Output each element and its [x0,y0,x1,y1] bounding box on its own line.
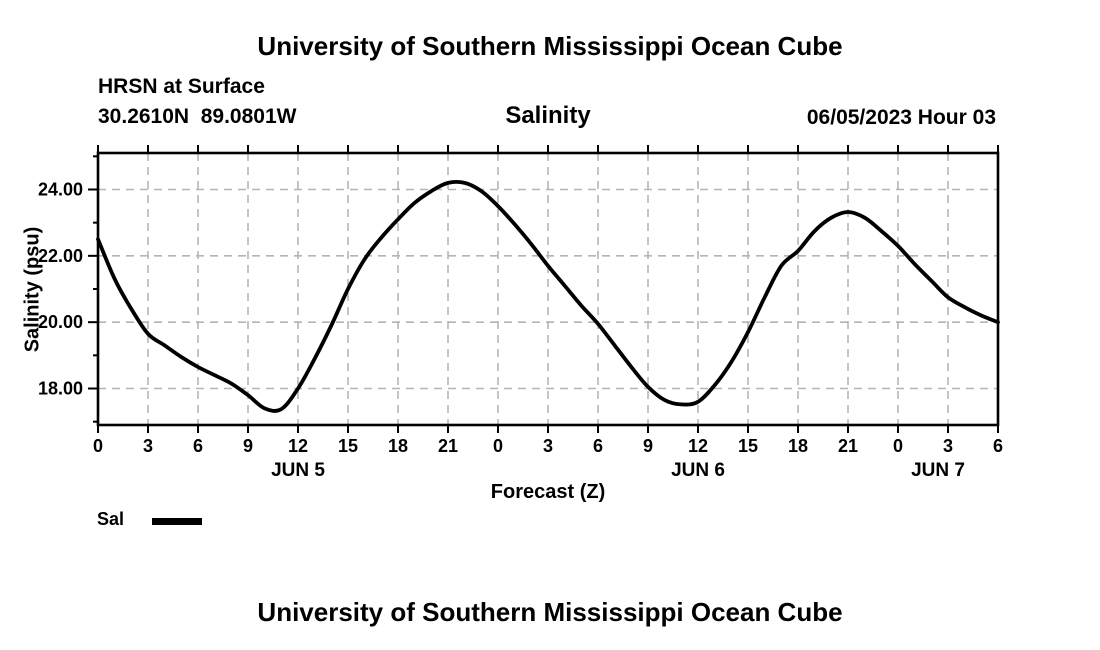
run-datetime-label: 06/05/2023 Hour 03 [806,106,996,129]
x-tick-label: 18 [788,436,808,456]
station-label: HRSN at Surface [98,75,265,98]
x-tick-label: 9 [643,436,653,456]
x-tick-label: 6 [193,436,203,456]
x-tick-label: 0 [893,436,903,456]
x-tick-label: 3 [943,436,953,456]
y-tick-label: 20.00 [38,312,83,332]
grid-lines [98,153,998,425]
x-tick-label: 15 [738,436,758,456]
x-tick-label: 0 [93,436,103,456]
date-label: JUN 6 [671,460,725,481]
chart-variable-title: Salinity [505,102,591,129]
x-tick-label: 6 [593,436,603,456]
legend-label: Sal [97,509,125,529]
x-tick-label: 15 [338,436,358,456]
x-tick-label: 21 [438,436,458,456]
x-tick-label: 3 [143,436,153,456]
x-tick-label: 0 [493,436,503,456]
y-tick-label: 18.00 [38,379,83,399]
x-tick-label: 9 [243,436,253,456]
date-label: JUN 7 [911,460,965,481]
x-tick-label: 12 [688,436,708,456]
page-title-top: University of Southern Mississippi Ocean… [257,31,843,61]
axis-ticks [88,145,999,433]
y-tick-label: 22.00 [38,246,83,266]
x-tick-label: 12 [288,436,308,456]
x-tick-label: 6 [993,436,1003,456]
legend-line-swatch [152,518,202,525]
y-axis-title: Salinity (psu) [21,226,44,353]
x-tick-label: 3 [543,436,553,456]
axis-tick-labels: 0 3 6 9 12 15 18 21 0 3 6 9 12 15 18 21 0 3 6 18.00 20.00 22.… [38,179,1003,456]
coordinates-label: 30.2610N 89.0801W [98,105,297,128]
page-title-bottom: University of Southern Mississippi Ocean… [257,597,843,627]
x-tick-label: 21 [838,436,858,456]
x-axis-title: Forecast (Z) [490,481,606,503]
date-labels: JUN 5 JUN 6 JUN 7 [271,460,965,481]
y-tick-label: 24.00 [38,179,83,199]
series-lines [96,179,1000,413]
date-label: JUN 5 [271,460,325,481]
x-tick-label: 18 [388,436,408,456]
salinity-curve [96,179,1000,413]
